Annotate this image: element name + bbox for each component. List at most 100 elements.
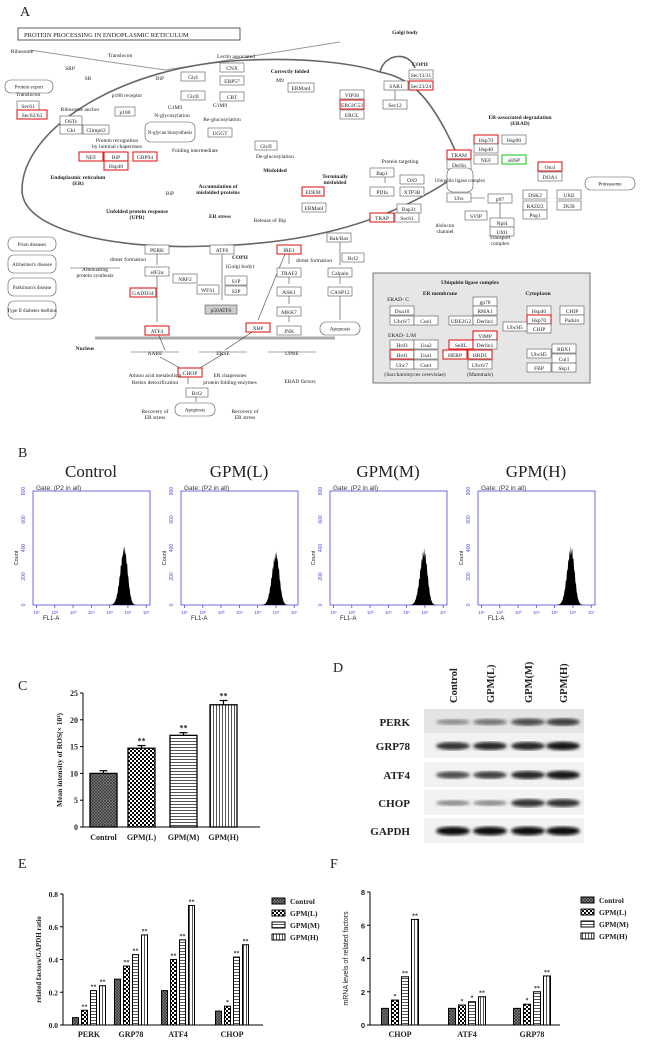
panel-label-b: B <box>18 446 27 461</box>
pathway-link[interactable]: N-glycan biosynthesis <box>144 121 196 143</box>
gene-node-label: Npl4 <box>497 221 508 227</box>
gene-node-label: SAR1 <box>389 84 403 90</box>
gene-node-label: Sec61 <box>400 216 414 222</box>
gene-node-label: Bcl2 <box>192 391 203 397</box>
x-tick-label: 10⁷ <box>588 610 595 615</box>
pathway-link[interactable]: Type II diabetes mellitus <box>7 300 57 320</box>
gene-node-label: DUB <box>563 204 575 210</box>
y-tick-label: 0 <box>169 603 175 606</box>
gene-node-box <box>408 69 434 80</box>
flow-histogram-1: GPM(L) Gate: (P2 in all) 0 200 400 600 800 10¹ 1… <box>162 462 299 622</box>
y-tick-label: 0.6 <box>49 923 59 932</box>
diagram-label: Redox detoxification <box>132 379 179 386</box>
diagram-label: ER stress <box>209 214 231 220</box>
gene-node-box <box>16 109 48 120</box>
gene-node-label: MKK7 <box>281 310 297 316</box>
x-tick-label: 10² <box>497 610 504 615</box>
y-tick-label: 5 <box>74 796 78 805</box>
bar-CHOP-GPM(H) <box>411 918 419 1026</box>
pathway-link[interactable]: Prion diseases <box>7 236 57 252</box>
gene-node-box <box>180 71 206 82</box>
gene-node-box <box>551 362 577 373</box>
gene-node: Ubc6/7 <box>389 315 415 326</box>
gene-node-label: Calpain <box>331 271 348 277</box>
bar-CHOP-GPM(L) <box>391 999 399 1026</box>
gene-node: CASP12 <box>327 286 353 297</box>
gene-node-box <box>180 90 206 101</box>
gene-node: Hsp40 <box>473 143 499 154</box>
diagram-label: channel <box>436 229 454 235</box>
significance-mark: * <box>471 996 474 1002</box>
pathway-link[interactable]: Alzheimer's disease <box>7 254 57 274</box>
diagram-label: M9 <box>276 78 284 84</box>
blot-band <box>436 742 470 750</box>
pathway-link[interactable]: Protein export <box>4 79 54 94</box>
gene-node: XBP <box>245 322 271 333</box>
y-axis-label: related factors/GAPDH ratio <box>35 916 43 1003</box>
blot-band <box>473 718 507 726</box>
gene-node-box <box>339 99 365 110</box>
significance-mark: ** <box>82 1004 88 1010</box>
diagram-label: Ribosome anchor <box>61 107 100 113</box>
gene-node-label: Hsp70 <box>479 138 494 144</box>
gene-node-box <box>489 226 515 237</box>
pathway-link[interactable]: Ubiquitin ligase complex <box>435 167 486 193</box>
gene-node-label: Derlin1 <box>477 343 494 349</box>
gene-node-label: GlcI <box>188 75 198 81</box>
gene-node-label: WFS1 <box>201 288 215 294</box>
gene-node: Npl4 <box>489 217 515 228</box>
diagram-label: protein synthesis <box>76 273 113 279</box>
y-tick-label: 4 <box>361 955 366 964</box>
diagram-label: Recovery of <box>231 408 258 415</box>
x-tick-label: 10¹ <box>33 610 40 615</box>
gene-node-label: DSK2 <box>528 193 542 199</box>
panel-label-d: D <box>333 661 343 676</box>
gene-node-label: Bak/Bax <box>329 236 348 242</box>
pathway-link[interactable]: Apoptosis <box>319 321 361 336</box>
gene-node: Hsp70 <box>473 134 499 145</box>
x-tick-label: 10⁶ <box>569 610 576 615</box>
blot-band <box>473 771 507 779</box>
legend-swatch <box>271 909 286 917</box>
flow-histogram-0: Control Gate: (P2 in all) 0 200 400 600 800 10¹… <box>14 462 151 622</box>
diagram-label: Attenuating <box>82 267 108 273</box>
x-axis-label: FL1-A <box>488 616 504 622</box>
gene-node-box <box>341 252 365 263</box>
diagram-label: AARE <box>148 351 164 357</box>
bar-ATF4-Control <box>161 990 168 1026</box>
bar-GRP78-GPM(L) <box>123 965 130 1026</box>
gene-node-box <box>383 80 409 91</box>
diagram-label: COPII <box>412 62 428 68</box>
pathway-link[interactable]: Proteasome <box>584 176 636 191</box>
lane-label: GPM(H) <box>559 663 570 703</box>
gene-node-box <box>326 232 352 243</box>
gene-node-box <box>144 325 170 336</box>
gene-node: UBE2G2 <box>448 315 474 326</box>
diagram-label: Folding intermediate <box>172 148 219 154</box>
gene-node-box <box>464 210 488 221</box>
gene-node: ERGL <box>339 109 365 120</box>
diagram-label: SRP <box>65 66 75 72</box>
x-tick-label: 10² <box>52 610 59 615</box>
bar-ATF4-Control <box>448 1007 456 1026</box>
diagram-label: ERAD factors <box>284 378 315 385</box>
gene-node-box <box>473 154 499 165</box>
gene-node: ERGIC53 <box>339 99 365 110</box>
y-axis-label: Count <box>459 550 465 565</box>
pathway-link-label: Parkinson's disease <box>13 286 52 291</box>
gene-node-box <box>327 286 353 297</box>
gene-node: SAR1 <box>383 80 409 91</box>
gene-node: DSK2 <box>522 189 548 200</box>
pathway-link[interactable]: Parkinson's disease <box>7 277 57 297</box>
gene-node-box <box>442 349 468 360</box>
gene-node-box <box>327 267 353 278</box>
histogram-gate-label: Gate: (P2 in all) <box>36 485 81 492</box>
pathway-link[interactable]: Apoptosis <box>174 402 216 417</box>
diagram-label: (ERAD) <box>510 120 529 127</box>
legend-swatch <box>271 921 286 929</box>
gene-node: Gkl <box>59 124 83 135</box>
x-axis-label: FL1-A <box>340 616 356 622</box>
gene-node-label: p50ATF6 <box>211 308 232 314</box>
gene-node: Hrd1 <box>389 349 415 360</box>
gene-node-box <box>78 151 104 162</box>
